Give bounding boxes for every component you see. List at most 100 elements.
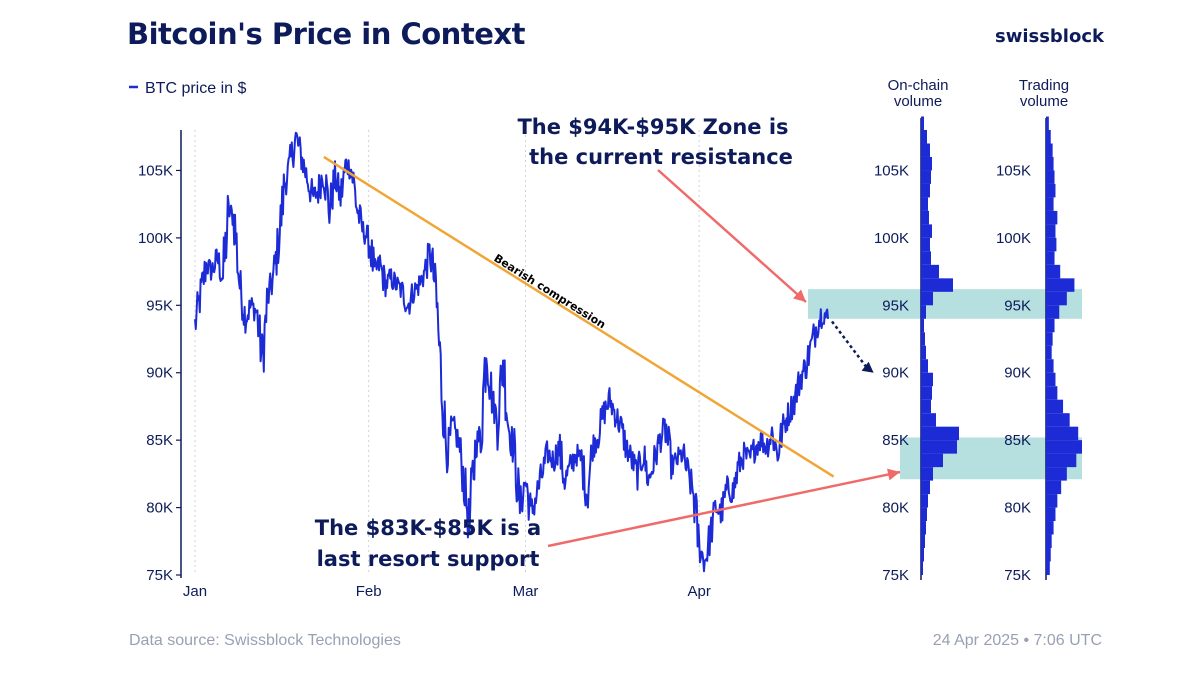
trading-y-tick-2: 85K: [1004, 432, 1031, 449]
trading-bar-22: [1046, 264, 1061, 279]
timestamp: 24 Apr 2025 • 7:06 UTC: [933, 632, 1102, 649]
onchain-bar-12: [921, 399, 931, 414]
onchain-bar-19: [921, 305, 926, 319]
projection-arrow-head: [861, 361, 874, 373]
resistance-annotation-line1: The $94K-$95K Zone is: [517, 115, 788, 139]
trend-group: Bearish compression: [323, 155, 874, 478]
trading-y-tick-5: 100K: [996, 230, 1031, 247]
onchain-bar-30: [921, 156, 932, 171]
y-tick-label-4: 95K: [146, 297, 173, 314]
trading-bar-20: [1046, 291, 1067, 306]
onchain-bar-8: [921, 453, 943, 468]
trading-bar-6: [1046, 480, 1062, 495]
trading-bar-5: [1046, 494, 1058, 508]
onchain-bar-24: [921, 237, 930, 252]
onchain-bar-2: [921, 534, 925, 549]
trading-bar-27: [1046, 197, 1054, 211]
trading-bar-13: [1046, 386, 1058, 400]
support-annotation-line1: The $83K-$85K is a: [315, 516, 541, 540]
y-tick-label-3: 90K: [146, 365, 173, 382]
onchain-bar-33: [921, 116, 924, 130]
trading-title-line1: Trading: [1019, 77, 1069, 94]
onchain-bar-14: [921, 372, 933, 387]
onchain-bar-15: [921, 359, 928, 373]
trading-bar-23: [1046, 251, 1055, 265]
onchain-y-tick-2: 85K: [882, 432, 909, 449]
onchain-bar-11: [921, 413, 936, 427]
onchain-bar-31: [921, 143, 930, 157]
onchain-bar-7: [921, 467, 933, 481]
trading-y-tick-3: 90K: [1004, 365, 1031, 382]
y-tick-label-1: 80K: [146, 500, 173, 517]
onchain-bar-5: [921, 494, 928, 508]
trading-bar-12: [1046, 399, 1064, 414]
trading-bar-19: [1046, 305, 1060, 319]
onchain-bar-18: [921, 318, 924, 333]
onchain-title-line2: volume: [894, 93, 942, 110]
resistance-annotation-line2: the current resistance: [529, 145, 793, 169]
onchain-bar-29: [921, 170, 931, 184]
trading-y-tick-4: 95K: [1004, 297, 1031, 314]
onchain-title-line1: On-chain: [888, 77, 949, 94]
trading-bar-26: [1046, 210, 1058, 225]
onchain-bar-3: [921, 521, 926, 535]
x-tick-label-2: Mar: [513, 583, 539, 600]
price-series: [194, 131, 829, 573]
y-tick-label-2: 85K: [146, 432, 173, 449]
bearish-trendline: [323, 155, 835, 478]
trading-bar-7: [1046, 467, 1067, 481]
trading-y-tick-1: 80K: [1004, 500, 1031, 517]
projection-arrow-line: [831, 320, 869, 370]
trading-y-tick-6: 105K: [996, 162, 1031, 179]
trading-bar-10: [1046, 426, 1079, 441]
resistance-arrow-line: [657, 169, 807, 303]
trading-bar-25: [1046, 224, 1056, 238]
onchain-bar-22: [921, 264, 939, 279]
trading-bar-4: [1046, 507, 1056, 522]
onchain-bar-27: [921, 197, 928, 211]
x-tick-label-1: Feb: [356, 583, 382, 600]
resistance-zone: [808, 289, 1082, 319]
trading-bar-28: [1046, 183, 1056, 198]
brand-logo: swissblock: [995, 26, 1105, 47]
onchain-y-tick-1: 80K: [882, 500, 909, 517]
trading-bar-3: [1046, 521, 1054, 535]
onchain-y-tick-3: 90K: [882, 365, 909, 382]
trading-bar-15: [1046, 359, 1054, 373]
trading-volume-bars: [1045, 116, 1082, 580]
support-annotation-line2: last resort support: [317, 547, 540, 571]
trading-bar-0: [1046, 561, 1050, 575]
y-tick-label-6: 105K: [138, 162, 173, 179]
chart-title: Bitcoin's Price in Context: [127, 17, 526, 51]
x-tick-label-0: Jan: [183, 583, 207, 600]
onchain-bar-21: [921, 278, 953, 292]
trading-bar-30: [1046, 156, 1054, 171]
trading-bar-9: [1046, 440, 1082, 454]
onchain-bar-1: [921, 548, 924, 562]
trading-bar-1: [1046, 548, 1051, 562]
trendline-label: Bearish compression: [492, 252, 608, 332]
onchain-bar-17: [921, 332, 925, 346]
onchain-bar-9: [921, 440, 957, 454]
trading-bar-14: [1046, 372, 1056, 387]
trading-bar-33: [1046, 116, 1049, 130]
onchain-bar-28: [921, 183, 930, 198]
resistance-arrow-head: [793, 289, 806, 302]
onchain-bar-13: [921, 386, 932, 400]
y-tick-label-5: 100K: [138, 230, 173, 247]
price-gridlines: [194, 130, 700, 575]
onchain-bar-6: [921, 480, 930, 495]
price-line: [194, 131, 829, 573]
trading-bar-17: [1046, 332, 1053, 346]
trading-bar-2: [1046, 534, 1052, 549]
trading-bar-24: [1046, 237, 1057, 252]
x-tick-label-3: Apr: [687, 583, 710, 600]
onchain-bar-23: [921, 251, 931, 265]
trading-bar-11: [1046, 413, 1070, 427]
trading-bar-29: [1046, 170, 1055, 184]
onchain-bar-4: [921, 507, 927, 522]
onchain-y-tick-0: 75K: [882, 567, 909, 584]
trading-bar-18: [1046, 318, 1055, 333]
data-source: Data source: Swissblock Technologies: [129, 632, 401, 649]
trading-bar-8: [1046, 453, 1077, 468]
